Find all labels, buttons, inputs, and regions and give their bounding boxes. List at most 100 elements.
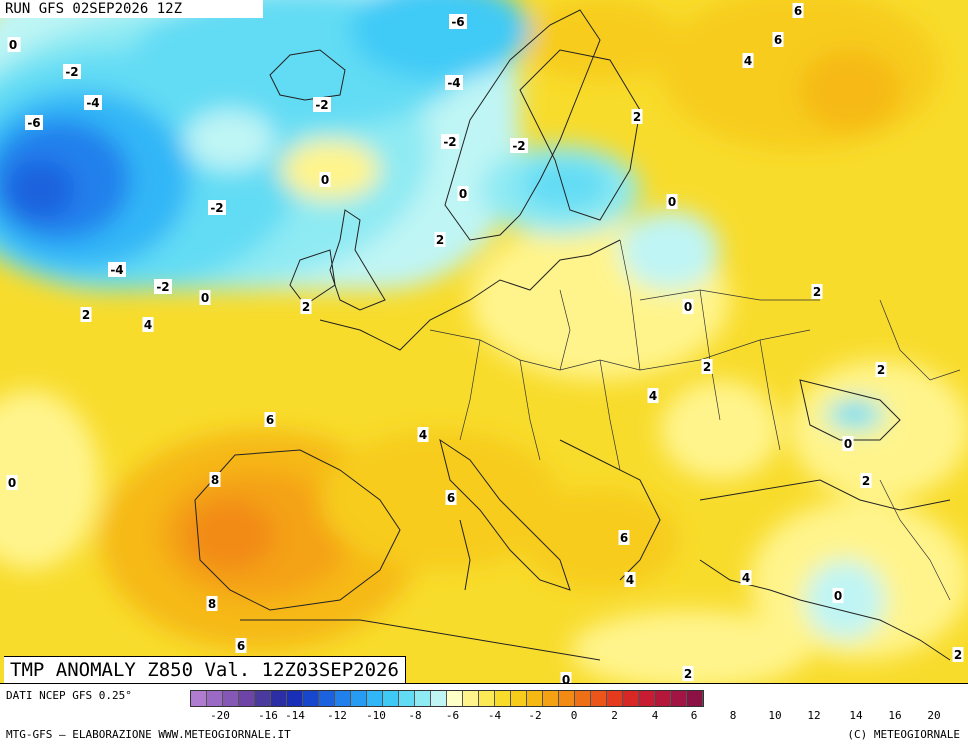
contour-label-bg xyxy=(647,388,659,403)
contour-label: 0 xyxy=(668,195,676,209)
contour-label-bg xyxy=(624,572,636,587)
contour-label: 6 xyxy=(237,639,245,653)
contour-label-bg xyxy=(682,299,694,314)
contour-label: 0 xyxy=(684,300,692,314)
colorbar-swatch xyxy=(575,691,591,706)
contour-label: 0 xyxy=(459,187,467,201)
copyright-label: (C) METEOGIORNALE xyxy=(847,728,960,741)
colorbar-swatch xyxy=(463,691,479,706)
contour-label: -4 xyxy=(447,76,460,90)
contour-label: 8 xyxy=(208,597,216,611)
contour-label: -6 xyxy=(27,116,40,130)
colorbar-tick-label: 2 xyxy=(611,709,618,722)
colorbar-swatch xyxy=(607,691,623,706)
colorbar-tick-label: -6 xyxy=(445,709,460,722)
contour-label-bg xyxy=(449,14,467,29)
contour-label-bg xyxy=(417,427,429,442)
contour-label-bg xyxy=(811,284,823,299)
colorbar-tick-label: 14 xyxy=(849,709,863,722)
contour-label-bg xyxy=(860,473,872,488)
valid-title: TMP ANOMALY Z850 Val. 12Z03SEP2026 xyxy=(4,656,406,683)
run-title: RUN GFS 02SEP2026 12Z xyxy=(0,0,263,18)
coastlines xyxy=(194,9,951,661)
colorbar-tick-label: 4 xyxy=(651,709,659,722)
colorbar-swatch xyxy=(431,691,447,706)
colorbar-tick-label: -16 xyxy=(258,709,278,722)
contour-label: 4 xyxy=(742,571,750,585)
contour-label: -2 xyxy=(512,139,525,153)
contour-label-bg xyxy=(434,232,446,247)
contour-label-bg xyxy=(63,64,81,79)
contour-label-bg xyxy=(457,186,469,201)
contour-label-bg xyxy=(441,134,459,149)
contour-label: 4 xyxy=(744,54,752,68)
contour-label: 0 xyxy=(9,38,17,52)
colorbar-swatch xyxy=(527,691,543,706)
contour-label: -6 xyxy=(451,15,464,29)
contour-label-bg xyxy=(631,109,643,124)
contour-label: 2 xyxy=(633,110,641,124)
contour-label: 0 xyxy=(562,673,570,683)
contour-label-bg xyxy=(300,299,312,314)
contour-label: 0 xyxy=(201,291,209,305)
colorbar-swatch xyxy=(655,691,671,706)
contour-label: 6 xyxy=(447,491,455,505)
contour-label: 2 xyxy=(436,233,444,247)
contour-label-bg xyxy=(742,53,754,68)
colorbar-swatch xyxy=(287,691,303,706)
colorbar-labels: -20 -16 -14 -12 -10 -8 -6 -4 -2 0 2 4 6 8 10 12 14 16 20 xyxy=(190,709,968,723)
contour-label-bg xyxy=(25,115,43,130)
colorbar-swatch xyxy=(223,691,239,706)
colorbar-tick-label: -14 xyxy=(285,709,305,722)
contour-label: -2 xyxy=(315,98,328,112)
contour-label-bg xyxy=(142,317,154,332)
colorbar-tick-label: 10 xyxy=(768,709,782,722)
contour-label-bg xyxy=(208,200,226,215)
contour-label-bg xyxy=(154,279,172,294)
contour-label-bg xyxy=(618,530,630,545)
contour-label: 6 xyxy=(620,531,628,545)
colorbar-tick-label: -10 xyxy=(366,709,386,722)
colorbar-swatch xyxy=(511,691,527,706)
contour-label-bg xyxy=(740,570,752,585)
contour-label: 6 xyxy=(266,413,274,427)
contour-label: 6 xyxy=(774,33,782,47)
contour-label-bg xyxy=(445,490,457,505)
colorbar-swatch xyxy=(559,691,575,706)
colorbar-tick-label: 0 xyxy=(570,709,578,722)
contour-label: 4 xyxy=(144,318,152,332)
colorbar-swatch xyxy=(367,691,383,706)
contour-label-bg xyxy=(80,307,92,322)
colorbar-swatch xyxy=(335,691,351,706)
contour-label: 0 xyxy=(8,476,16,490)
colorbar-swatch xyxy=(207,691,223,706)
contour-labels: -6 0 -2 -4 -6 -4 -2 -2 -2 0 -2 0 2 -4 -2 0 2 0 2 4 6 6 4 2 2 2 2 4 4… xyxy=(6,3,964,683)
contour-label: 0 xyxy=(844,437,852,451)
colorbar-tick-label: -2 xyxy=(528,709,542,722)
colorbar-swatch xyxy=(447,691,463,706)
contour-label-bg xyxy=(235,638,247,653)
colorbar-swatch xyxy=(479,691,495,706)
colorbar-tick-label: 6 xyxy=(690,709,698,722)
colorbar-swatch xyxy=(319,691,335,706)
colorbar-swatch xyxy=(303,691,319,706)
contour-label-bg xyxy=(108,262,126,277)
contour-label-bg xyxy=(313,97,331,112)
anomaly-field xyxy=(0,0,968,683)
contour-label: 2 xyxy=(302,300,310,314)
colorbar-swatch xyxy=(687,691,703,706)
contour-label-bg xyxy=(560,672,572,683)
colorbar xyxy=(190,690,704,707)
contour-label-bg xyxy=(7,37,19,52)
contour-label: 2 xyxy=(82,308,90,322)
contour-label-bg xyxy=(842,436,854,451)
data-source-label: DATI NCEP GFS 0.25° xyxy=(6,689,132,702)
credit-label: MTG-GFS — ELABORAZIONE WWW.METEOGIORNALE… xyxy=(6,728,291,741)
contour-label: 2 xyxy=(862,474,870,488)
colorbar-tick-label: 12 xyxy=(807,709,821,722)
contour-label: 0 xyxy=(834,589,842,603)
footer: DATI NCEP GFS 0.25° -20 -16 -14 -12 -10 -8 -6-… xyxy=(0,683,968,746)
contour-label: 2 xyxy=(954,648,962,662)
contour-label: -4 xyxy=(110,263,123,277)
contour-label: 2 xyxy=(703,360,711,374)
